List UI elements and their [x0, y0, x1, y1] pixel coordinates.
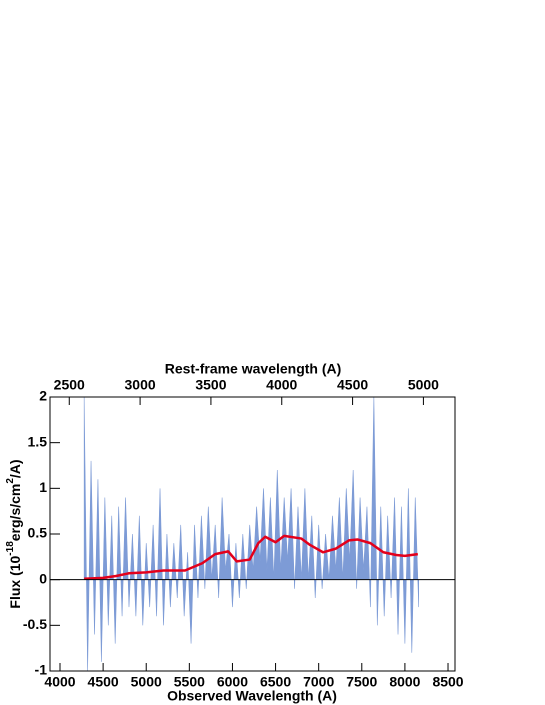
- top-tick-label: 3500: [195, 377, 226, 393]
- top-tick-label: 4000: [266, 377, 297, 393]
- spectrum: [83, 396, 419, 672]
- y-tick-label: 1: [39, 479, 47, 495]
- y-axis-title: Flux (10-18erg/s/cm2/A): [5, 459, 23, 608]
- y-tick-label: 0: [39, 570, 47, 586]
- top-tick-label: 5000: [408, 377, 439, 393]
- x-axis-title: Observed Wavelength (A): [167, 688, 337, 704]
- x-tick-label: 5500: [174, 674, 205, 690]
- smoothed-line: [84, 534, 419, 580]
- top-tick-label: 2500: [54, 377, 85, 393]
- x-tick-label: 7500: [346, 674, 377, 690]
- x-tick-label: 8500: [432, 674, 463, 690]
- top-axis-title: Rest-frame wavelength (A): [165, 361, 342, 377]
- top-tick-label: 4500: [337, 377, 368, 393]
- x-tick-label: 6500: [260, 674, 291, 690]
- y-tick-label: 0.5: [28, 525, 48, 541]
- x-tick-label: 4000: [44, 674, 75, 690]
- y-tick-label: -0.5: [23, 616, 47, 632]
- x-tick-label: 4500: [88, 674, 119, 690]
- x-tick-label: 8000: [389, 674, 420, 690]
- x-tick-label: 6000: [217, 674, 248, 690]
- x-tick-label: 7000: [303, 674, 334, 690]
- y-tick-label: 1.5: [28, 433, 48, 449]
- y-tick-label: -1: [35, 662, 48, 678]
- top-tick-label: 3000: [125, 377, 156, 393]
- x-tick-label: 5000: [131, 674, 162, 690]
- y-tick-label: 2: [39, 388, 47, 404]
